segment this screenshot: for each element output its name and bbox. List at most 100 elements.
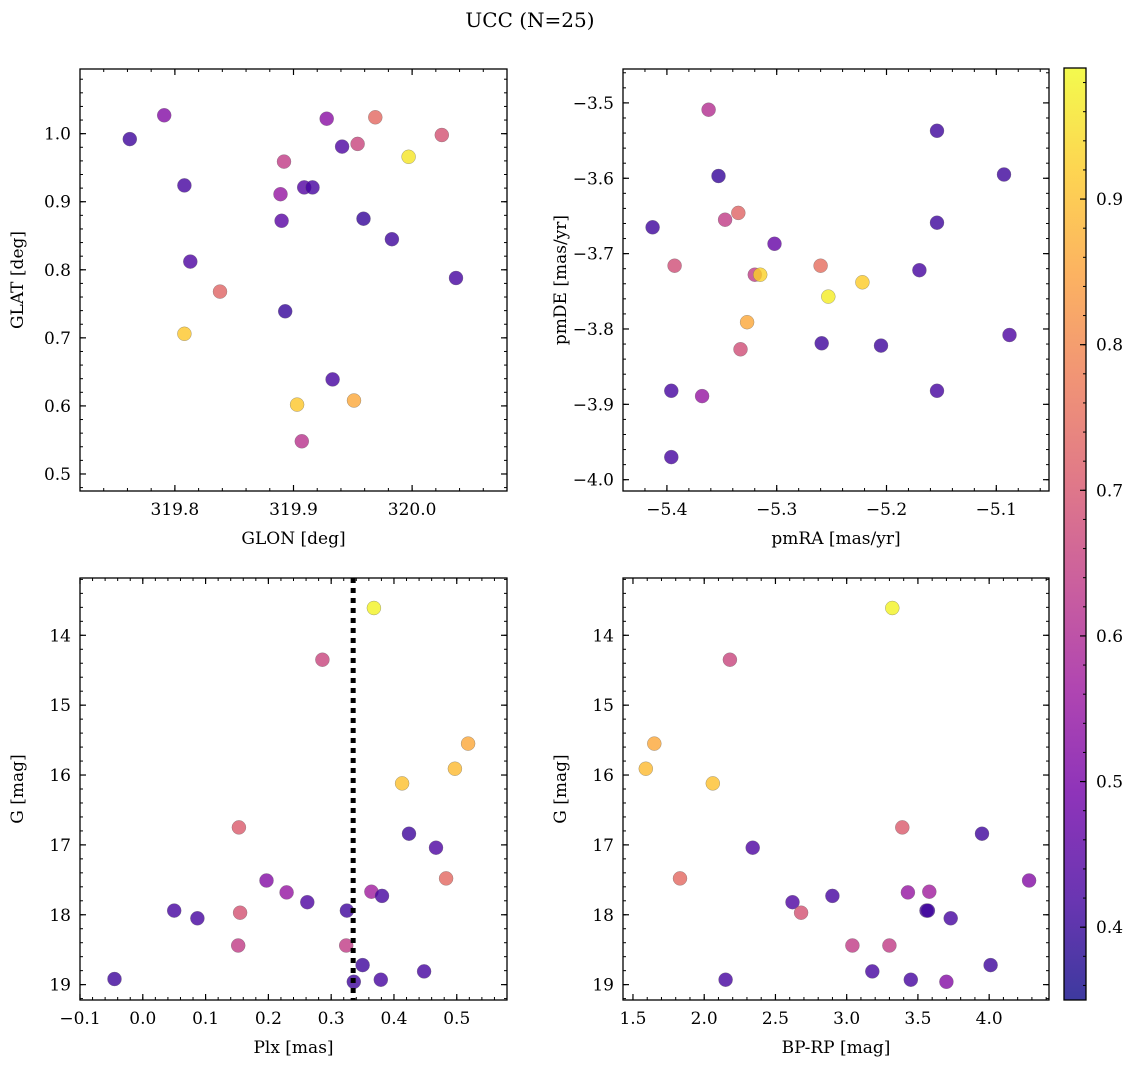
- scatter-point: [401, 826, 417, 841]
- x-tick-label: 4.0: [976, 1009, 1003, 1029]
- x-tick-label: 320.0: [388, 500, 437, 520]
- colorbar-tick-label: 0.8: [1096, 336, 1123, 356]
- scatter-point: [374, 888, 390, 904]
- y-tick-label: 15: [592, 696, 614, 716]
- y-tick-label: 17: [49, 836, 71, 856]
- y-axis-label: GLAT [deg]: [8, 231, 28, 329]
- scatter-point: [667, 258, 682, 273]
- scatter-point: [885, 600, 900, 616]
- x-tick-label: 0.4: [380, 1009, 407, 1029]
- x-tick-label: 0.2: [255, 1009, 282, 1029]
- x-tick-label: 3.0: [833, 1009, 860, 1029]
- scatter-points: [107, 600, 476, 990]
- x-tick-label: 2.0: [691, 1009, 718, 1029]
- scatter-point: [922, 884, 937, 899]
- scatter-point: [873, 338, 889, 353]
- y-tick-label: 18: [592, 906, 614, 926]
- scatter-point: [166, 903, 182, 918]
- y-tick-label: −3.7: [573, 245, 614, 265]
- scatter-point: [814, 336, 829, 351]
- scatter-points: [122, 108, 464, 449]
- scatter-point: [346, 393, 362, 408]
- panel-pmra-pmde: −5.4 −5.3 −5.2 −5.1 −4.0 −3.9 −3.8 −3.7 −3.6 −3.5…: [551, 68, 1050, 549]
- y-tick-label: −3.5: [573, 94, 614, 114]
- axes-frame: [79, 577, 508, 1001]
- scatter-point: [289, 397, 305, 412]
- scatter-point: [825, 888, 840, 904]
- scatter-point: [900, 885, 916, 900]
- scatter-point: [672, 871, 688, 886]
- scatter-point: [325, 372, 340, 387]
- scatter-point: [122, 131, 138, 147]
- scatter-point: [813, 258, 828, 273]
- colorbar-gradient: [1064, 68, 1086, 1000]
- scatter-point: [259, 873, 274, 888]
- scatter-point: [718, 972, 733, 987]
- scatter-point: [733, 342, 748, 357]
- scatter-point: [983, 957, 998, 973]
- x-tick-label: 1.5: [619, 1009, 646, 1029]
- x-tick-label: −5.3: [756, 500, 797, 520]
- panel-glon-glat: 319.8 319.9 320.0 0.5 0.6 0.7 0.8 0.9 1.0 GLON [d…: [8, 68, 508, 549]
- y-tick-label: −4.0: [573, 471, 614, 491]
- y-tick-label: 19: [49, 976, 71, 996]
- scatter-point: [416, 964, 432, 979]
- y-axis-label: pmDE [mas/yr]: [551, 215, 571, 345]
- y-axis-label: G [mag]: [551, 754, 571, 823]
- scatter-point: [717, 212, 733, 227]
- scatter-point: [384, 231, 400, 247]
- axes-frame: [622, 68, 1050, 492]
- panel-bprp-g: 1.5 2.0 2.5 3.0 3.5 4.0 14 15 16 17 18 19 BP-RP [mag…: [551, 577, 1050, 1058]
- y-tick-label: 14: [592, 626, 614, 646]
- scatter-point: [448, 270, 464, 286]
- scatter-point: [705, 776, 721, 791]
- scatter-point: [177, 326, 192, 342]
- scatter-point: [319, 111, 334, 126]
- scatter-point: [350, 136, 365, 152]
- y-tick-label: 1.0: [44, 125, 71, 145]
- y-tick-label: 0.6: [44, 397, 71, 417]
- scatter-point: [274, 213, 289, 229]
- scatter-points: [645, 102, 1017, 465]
- scatter-point: [177, 178, 192, 193]
- scatter-point: [929, 383, 945, 399]
- scatter-point: [647, 736, 662, 751]
- scatter-point: [305, 180, 320, 195]
- scatter-point: [277, 304, 293, 319]
- scatter-point: [821, 289, 836, 304]
- scatter-point: [845, 938, 860, 953]
- scatter-point: [212, 284, 228, 299]
- y-tick-label: 17: [592, 836, 614, 856]
- colorbar-tick-label: 0.5: [1096, 773, 1123, 793]
- scatter-point: [974, 826, 990, 841]
- scatter-point: [1002, 327, 1017, 343]
- colorbar-tick-label: 0.9: [1096, 190, 1123, 210]
- x-tick-label: −5.1: [976, 500, 1017, 520]
- scatter-point: [273, 186, 288, 202]
- scatter-point: [645, 220, 660, 235]
- panel-plx-g: −0.1 0.0 0.1 0.2 0.3 0.4 0.5 14 15 16 17 18 19 Plx [m…: [8, 577, 508, 1058]
- scatter-point: [373, 972, 389, 987]
- scatter-point: [356, 211, 371, 226]
- scatter-point: [664, 383, 679, 399]
- scatter-point: [230, 938, 246, 953]
- scatter-point: [939, 974, 954, 990]
- scatter-point: [793, 905, 809, 920]
- scatter-point: [694, 388, 710, 404]
- scatter-point: [895, 820, 910, 835]
- scatter-point: [394, 776, 410, 791]
- y-axis-label: G [mag]: [8, 754, 28, 823]
- scatter-point: [434, 127, 450, 143]
- scatter-point: [711, 168, 726, 184]
- scatter-point: [929, 215, 945, 230]
- scatter-point: [785, 894, 800, 910]
- scatter-point: [401, 149, 416, 165]
- scatter-point: [315, 652, 330, 667]
- scatter-point: [903, 972, 919, 987]
- x-tick-label: 0.5: [443, 1009, 470, 1029]
- scatter-point: [739, 314, 755, 330]
- scatter-point: [943, 911, 958, 926]
- y-tick-label: 14: [49, 626, 71, 646]
- scatter-point: [107, 971, 122, 987]
- scatter-points: [638, 600, 1037, 990]
